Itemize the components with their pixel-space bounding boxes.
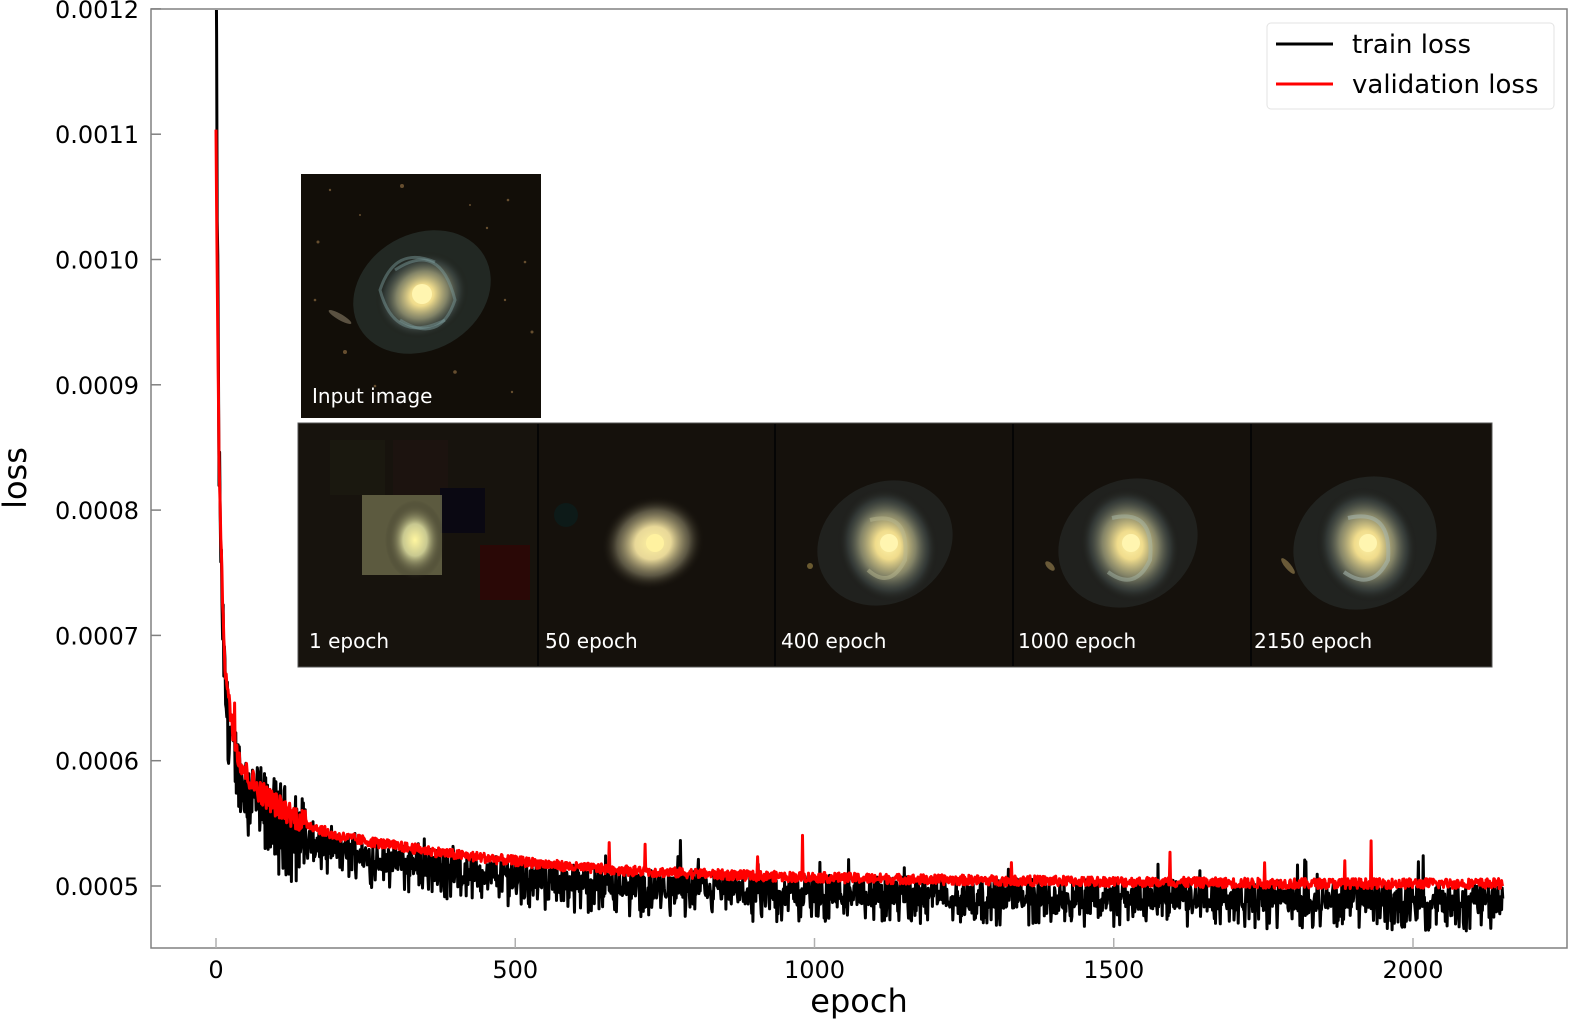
reconstruction-400-epoch: 400 epoch — [776, 424, 1012, 666]
y-tick-label: 0.0011 — [55, 121, 139, 149]
x-tick-label: 500 — [492, 956, 538, 984]
reconstruction-1000-epoch: 1000 epoch — [1014, 424, 1250, 666]
reconstruction-label: 1 epoch — [309, 629, 389, 653]
train-loss-line — [214, 10, 1505, 933]
y-tick-label: 0.0007 — [55, 622, 139, 650]
y-axis-title: loss — [0, 447, 34, 509]
y-tick-label: 0.0008 — [55, 497, 139, 525]
y-tick-label: 0.0005 — [55, 873, 139, 901]
x-tick-label: 2000 — [1382, 956, 1443, 984]
y-tick-label: 0.0009 — [55, 372, 139, 400]
y-axis: 0.0005 0.0006 0.0007 0.0008 0.0009 0.0010 0.00… — [55, 0, 161, 901]
y-tick-label: 0.0006 — [55, 748, 139, 776]
input-image-label: Input image — [312, 384, 432, 408]
reconstruction-label: 400 epoch — [781, 629, 886, 653]
x-tick-label: 1000 — [784, 956, 845, 984]
star-field — [313, 184, 534, 394]
reconstruction-label: 2150 epoch — [1254, 629, 1372, 653]
legend-train-label: train loss — [1352, 30, 1471, 60]
y-tick-label: 0.0010 — [55, 247, 139, 275]
x-tick-label: 1500 — [1083, 956, 1144, 984]
x-axis-title: epoch — [810, 982, 907, 1020]
validation-loss-line — [214, 129, 1505, 890]
reconstruction-1-epoch: 1 epoch — [299, 424, 537, 666]
reconstruction-50-epoch: 50 epoch — [539, 424, 774, 666]
y-tick-label: 0.0012 — [55, 0, 139, 24]
input-image-inset: Input image — [301, 174, 541, 418]
reconstruction-2150-epoch: 2150 epoch — [1252, 424, 1491, 666]
legend: train loss validation loss — [1266, 22, 1555, 110]
reconstruction-label: 50 epoch — [545, 629, 638, 653]
reconstruction-label: 1000 epoch — [1018, 629, 1136, 653]
legend-validation-label: validation loss — [1352, 70, 1539, 100]
x-tick-label: 0 — [208, 956, 223, 984]
reconstruction-strip: 1 epoch 50 epoch 400 epoch — [297, 422, 1493, 668]
legend-box — [1266, 22, 1555, 110]
x-axis: 0 500 1000 1500 2000 — [208, 938, 1444, 984]
